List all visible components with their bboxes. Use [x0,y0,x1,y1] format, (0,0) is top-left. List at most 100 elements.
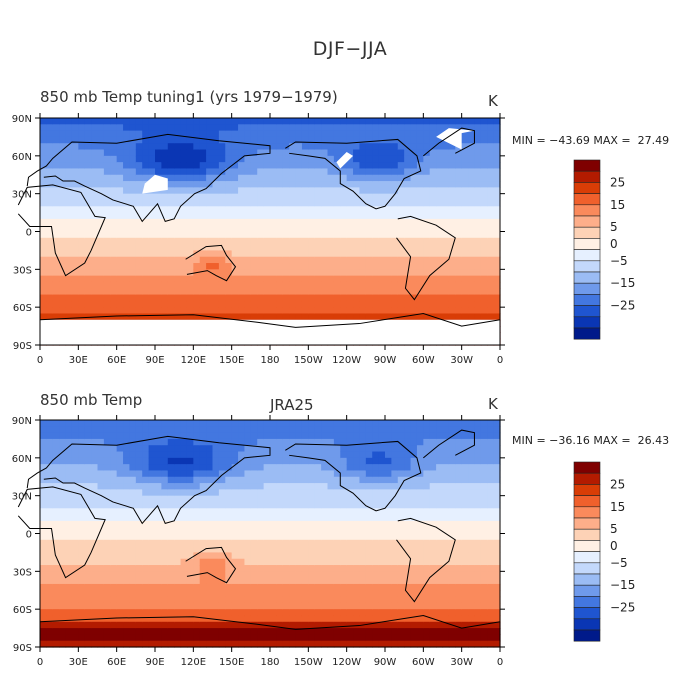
contour-cell [436,187,444,195]
contour-cell [429,199,437,207]
contour-cell [461,300,469,308]
contour-cell [116,464,124,472]
contour-cell [148,263,156,270]
contour-cell [161,281,169,289]
contour-cell [65,457,73,465]
contour-cell [263,558,271,566]
colorbar-label: 15 [610,198,625,212]
contour-cell [180,218,188,226]
contour-cell [397,218,405,226]
contour-cell [359,244,367,252]
contour-cell [365,187,373,195]
contour-cell [238,420,246,427]
contour-cell [244,250,252,258]
contour-cell [110,225,118,233]
contour-cell [314,583,322,591]
contour-cell [442,470,450,478]
contour-cell [436,590,444,598]
contour-cell [97,489,105,497]
contour-cell [225,615,233,623]
contour-cell [212,464,220,472]
contour-cell [206,432,214,440]
contour-cell [282,281,290,289]
contour-cell [59,552,67,560]
contour-cell [365,168,373,176]
contour-cell [378,149,386,157]
contour-cell [448,162,456,170]
contour-cell [436,193,444,201]
contour-cell [155,237,162,245]
contour-cell [480,313,488,321]
contour-cell [429,155,437,163]
contour-cell [314,558,322,566]
contour-cell [314,527,322,535]
contour-cell [461,231,469,239]
contour-cell [186,533,194,541]
contour-cell [365,495,373,503]
lat-tick-label: 0 [26,228,32,239]
contour-cell [84,640,92,648]
contour-cell [397,596,405,604]
contour-cell [359,533,367,541]
contour-cell [301,206,309,214]
contour-cell [378,212,386,220]
contour-cell [282,527,290,535]
contour-cell [167,533,175,541]
contour-cell [455,288,463,296]
contour-cell [346,615,354,623]
contour-cell [218,426,226,434]
contour-cell [378,483,386,490]
contour-cell [148,275,156,283]
contour-cell [442,539,450,547]
contour-cell [263,628,271,635]
contour-cell [263,237,271,245]
contour-cell [161,187,169,195]
contour-cell [385,426,392,434]
contour-cell [238,539,246,547]
contour-cell [359,590,367,598]
contour-cell [436,231,444,239]
contour-cell [84,124,92,132]
contour-cell [314,174,322,182]
contour-cell [129,130,137,138]
contour-cell [231,231,239,239]
contour-cell [65,602,73,610]
contour-cell [397,514,405,522]
contour-cell [385,520,392,528]
contour-cell [365,609,373,617]
contour-cell [231,244,239,252]
contour-cell [135,149,143,157]
contour-cell [91,218,99,226]
contour-cell [397,199,405,207]
contour-cell [59,596,67,604]
contour-cell [193,162,201,170]
contour-cell [365,420,373,427]
contour-cell [238,558,246,566]
contour-cell [442,501,450,509]
contour-cell [314,288,322,296]
contour-cell [429,162,437,170]
contour-cell [442,602,450,610]
contour-cell [289,457,297,465]
contour-cell [442,596,450,604]
contour-cell [270,426,277,434]
contour-cell [155,130,162,138]
contour-cell [167,244,175,252]
contour-cell [135,565,143,572]
contour-cell [161,199,169,207]
contour-cell [346,590,354,598]
contour-cell [448,143,456,151]
contour-cell [199,621,207,629]
contour-cell [167,212,175,220]
contour-cell [142,476,150,484]
contour-cell [155,162,162,170]
contour-cell [314,199,322,207]
contour-cell [91,577,99,585]
contour-cell [212,445,220,453]
contour-cell [301,231,309,239]
contour-cell [46,420,54,427]
contour-cell [289,212,297,220]
contour-cell [40,640,47,648]
contour-cell [218,149,226,157]
contour-cell [436,168,444,176]
